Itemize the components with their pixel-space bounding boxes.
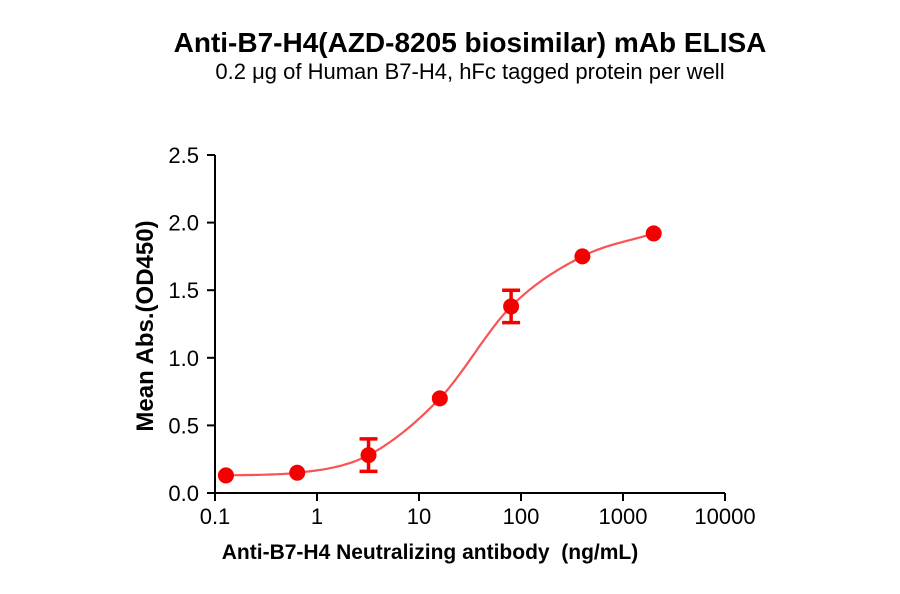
chart-subtitle: 0.2 μg of Human B7-H4, hFc tagged protei… — [215, 59, 725, 84]
y-tick-label: 2.5 — [168, 143, 199, 168]
x-tick-label: 0.1 — [200, 504, 231, 529]
data-point-marker — [289, 464, 306, 481]
fit-curve — [225, 232, 655, 477]
data-point-marker — [431, 390, 448, 407]
data-point-marker — [360, 447, 377, 464]
data-point-marker — [645, 225, 662, 242]
x-tick-label: 100 — [503, 504, 540, 529]
x-tick-label: 10 — [407, 504, 431, 529]
data-point-marker — [503, 298, 520, 315]
data-point-marker — [574, 248, 591, 265]
y-tick-label: 0.0 — [168, 481, 199, 506]
y-tick-label: 2.0 — [168, 211, 199, 236]
y-tick-label: 0.5 — [168, 413, 199, 438]
x-tick-label: 1000 — [599, 504, 648, 529]
chart-title: Anti-B7-H4(AZD-8205 biosimilar) mAb ELIS… — [173, 27, 767, 58]
y-tick-label: 1.0 — [168, 346, 199, 371]
x-tick-label: 1 — [311, 504, 323, 529]
data-point-marker — [217, 467, 234, 484]
x-tick-label: 10000 — [694, 504, 755, 529]
x-axis-label: Anti-B7-H4 Neutralizing antibody (ng/mL) — [221, 541, 639, 564]
y-tick-label: 1.5 — [168, 278, 199, 303]
